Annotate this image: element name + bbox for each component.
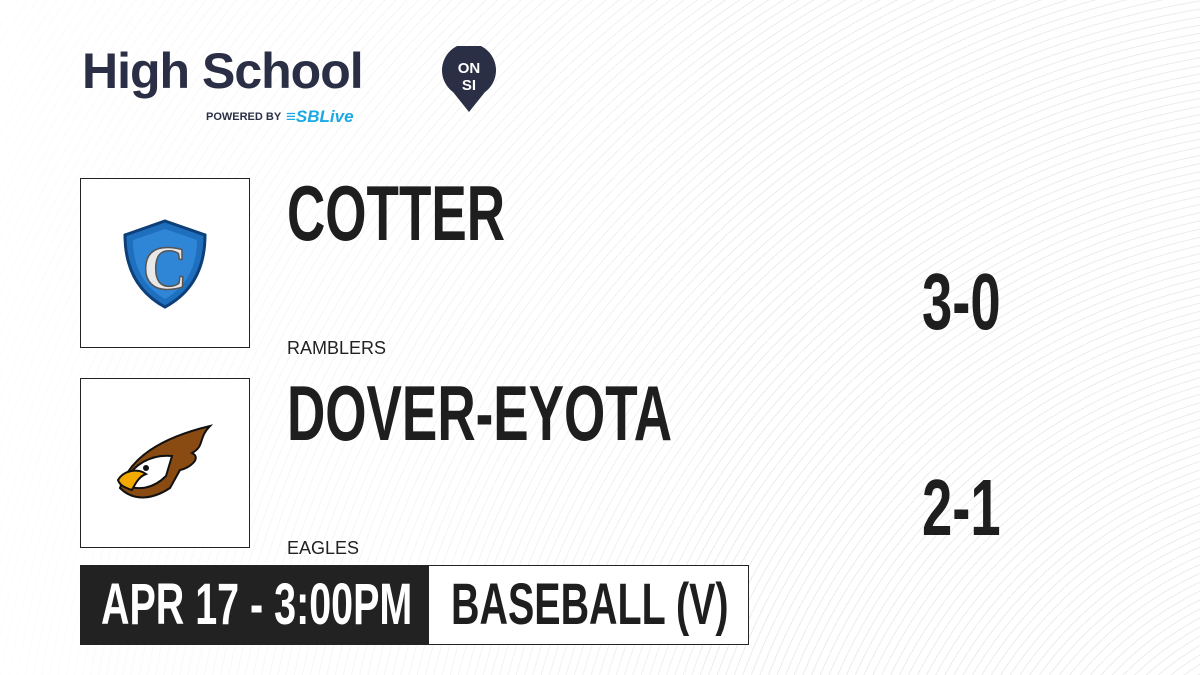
cotter-shield-logo-icon: C	[123, 219, 207, 309]
team-name: DOVER-EYOTA	[287, 369, 673, 457]
team-logo-cotter: C	[80, 178, 250, 348]
eagle-head-logo-icon	[116, 424, 214, 499]
team-mascot: EAGLES	[287, 538, 360, 558]
team-record: 2-1	[922, 463, 1001, 552]
game-datetime: APR 17 - 3:00PM	[101, 572, 413, 637]
team-mascot: RAMBLERS	[287, 338, 387, 358]
game-sport-panel	[428, 565, 749, 645]
sblive-logo: ≡SBLive	[286, 107, 354, 126]
team-name: COTTER	[287, 169, 506, 257]
powered-by-label: POWERED BY	[206, 111, 282, 123]
svg-text:ON: ON	[458, 60, 481, 77]
game-datetime-panel	[80, 565, 428, 645]
team-logo-dover-eyota	[80, 378, 250, 548]
svg-text:SI: SI	[462, 77, 476, 94]
brand-title: High School	[82, 43, 364, 99]
on-si-pin-icon: ON SI	[442, 46, 496, 112]
game-sport: BASEBALL (V)	[451, 572, 729, 637]
team-record: 3-0	[922, 257, 1001, 346]
svg-text:C: C	[143, 235, 188, 303]
